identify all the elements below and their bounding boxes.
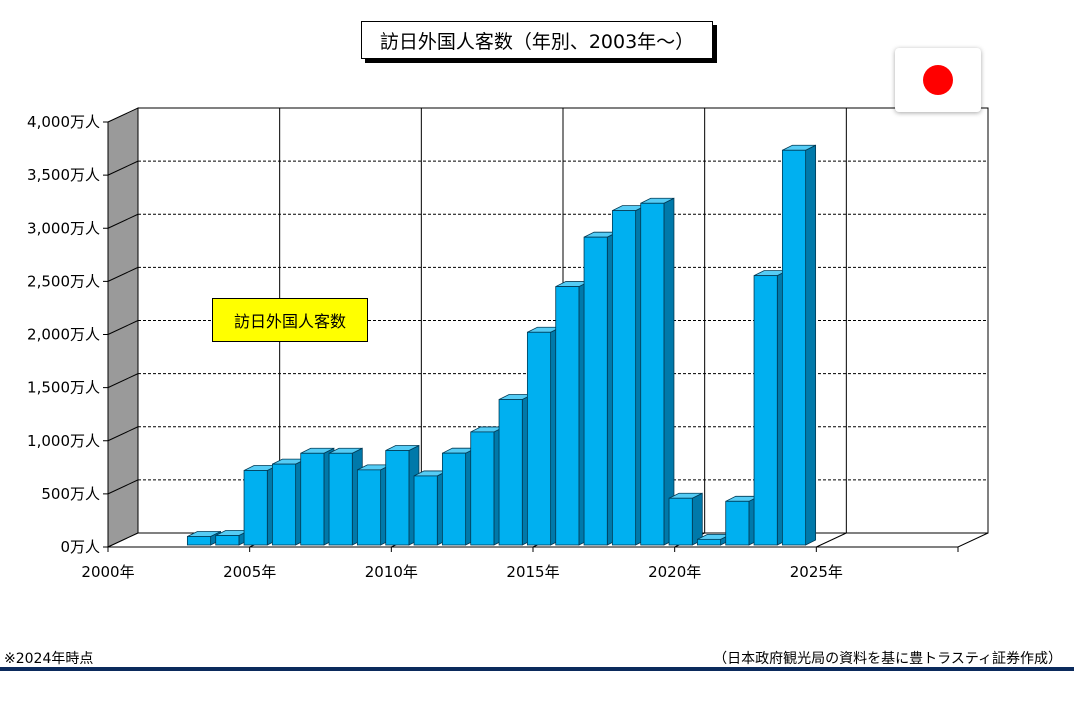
- bar-front: [781, 149, 807, 546]
- bar-front: [300, 452, 325, 546]
- bar-side: [805, 144, 817, 546]
- y-tick-label: 1,500万人: [27, 379, 100, 397]
- bar-2024: [781, 144, 817, 546]
- y-tick-label: 2,000万人: [27, 326, 100, 344]
- bar-front: [753, 275, 778, 546]
- bar-front: [186, 536, 212, 546]
- bar-front: [271, 463, 297, 546]
- floor-gridline: [816, 532, 847, 548]
- bar-front: [583, 236, 608, 546]
- bar-front: [555, 286, 580, 546]
- x-tick-label: 2020年: [648, 563, 701, 581]
- x-tick-label: 2000年: [81, 563, 134, 581]
- y-tick-label: 1,000万人: [27, 432, 100, 450]
- bar-front: [413, 475, 438, 546]
- bar-front: [696, 538, 722, 546]
- chart-title: 訪日外国人客数（年別、2003年～）: [361, 21, 713, 59]
- source-credit: （日本政府観光局の資料を基に豊トラスティ証券作成）: [713, 651, 1062, 667]
- bar-front: [498, 399, 523, 546]
- y-tick-label: 2,500万人: [27, 272, 100, 290]
- x-tick-label: 2025年: [790, 563, 843, 581]
- bar-front: [441, 452, 467, 546]
- x-tick-label: 2010年: [365, 563, 418, 581]
- bottom-rule: [0, 667, 1074, 671]
- x-axis-ticks: 2000年 2005年 2010年 2015年 2020年 2025年: [81, 547, 959, 581]
- y-tick-label: 500万人: [41, 485, 100, 503]
- chart-bars: [186, 144, 817, 546]
- side-gridline: [107, 479, 139, 495]
- flag-circle: [923, 65, 953, 95]
- y-axis-ticks: 0万人 500万人 1,000万人 1,500万人 2,000万人 2,500万人 3,00…: [27, 113, 108, 556]
- bar-front: [243, 470, 268, 546]
- bar-front: [328, 452, 353, 546]
- y-tick-label: 4,000万人: [27, 113, 100, 131]
- y-tick-label: 3,000万人: [27, 219, 100, 237]
- x-tick-label: 2005年: [223, 563, 276, 581]
- bar-2020: [668, 492, 703, 546]
- side-gridline: [107, 266, 139, 282]
- bar-front: [526, 331, 552, 546]
- y-tick-label: 3,500万人: [27, 166, 100, 184]
- bar-2019: [640, 197, 675, 546]
- bar-front: [611, 210, 637, 546]
- japan-flag-icon: [895, 48, 981, 112]
- bar-2007: [300, 447, 335, 546]
- bar-front: [356, 469, 382, 546]
- side-gridline: [107, 426, 139, 442]
- footnote: ※2024年時点: [4, 651, 94, 667]
- y-tick-label: 0万人: [60, 538, 100, 556]
- bar-front: [385, 450, 410, 546]
- bar-front: [640, 202, 665, 546]
- x-tick-label: 2015年: [506, 563, 559, 581]
- side-gridline: [107, 373, 139, 389]
- bar-front: [215, 535, 240, 546]
- bar-front: [668, 497, 693, 546]
- legend-label: 訪日外国人客数: [212, 298, 368, 342]
- bar-front: [725, 500, 750, 546]
- side-gridline: [107, 213, 139, 229]
- side-gridline: [107, 160, 139, 176]
- bar-side: [663, 197, 675, 546]
- bar-front: [470, 431, 495, 546]
- side-gridline: [107, 320, 139, 335]
